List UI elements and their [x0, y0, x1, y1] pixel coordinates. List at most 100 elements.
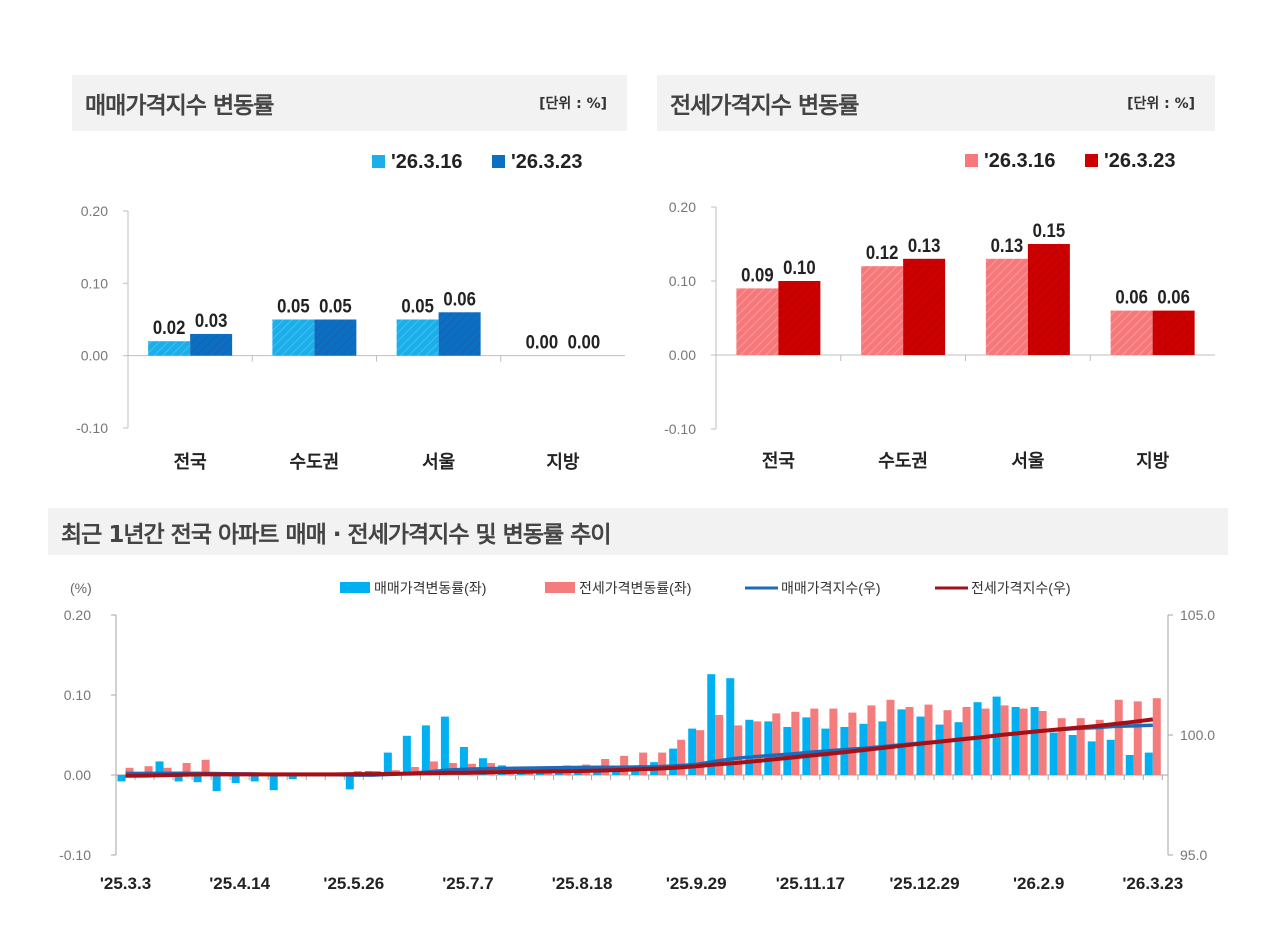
data-label: 0.02 [153, 317, 186, 338]
sale-change-bar [1106, 739, 1115, 775]
jeonse-chart-header: 전세가격지수 변동률 [단위 : %] [657, 75, 1215, 131]
x-tick-label: '25.7.7 [442, 874, 493, 893]
jeonse-change-bar [1076, 718, 1085, 775]
legend-label: '26.3.23 [1104, 150, 1175, 172]
legend-label: 매매가격변동률(좌) [374, 580, 486, 596]
trend-chart-header: 최근 1년간 전국 아파트 매매 · 전세가격지수 및 변동률 추이 [48, 508, 1228, 555]
data-label: 0.10 [783, 257, 816, 278]
data-label: 0.05 [277, 296, 310, 317]
sale-change-bar [231, 775, 240, 783]
data-label: 0.13 [908, 235, 941, 256]
sale-change-bar [1030, 707, 1039, 775]
category-label: 서울 [422, 452, 455, 472]
sale-change-bar [1011, 707, 1020, 775]
bar-previous [861, 266, 904, 355]
y-tick-label: 0.10 [81, 275, 108, 291]
jeonse-change-bar [1114, 699, 1123, 775]
jeonse-change-bar [753, 721, 762, 775]
jeonse-change-bar [848, 712, 857, 775]
jeonse-change-bar [1019, 708, 1028, 775]
sale-chart-title: 매매가격지수 변동률 [85, 93, 274, 119]
sale-change-bar [440, 716, 449, 775]
legend-label: 매매가격지수(우) [781, 580, 880, 596]
jeonse-change-bar [182, 763, 191, 775]
sale-change-bar [212, 775, 221, 791]
jeonse-change-bar [144, 766, 153, 775]
jeonse-change-bar [1152, 698, 1161, 775]
bar-current [438, 312, 481, 356]
x-tick-label: '26.3.23 [1122, 874, 1183, 893]
sale-change-bar [383, 752, 392, 775]
bar-previous [1110, 310, 1153, 355]
bar-previous [272, 319, 315, 356]
sale-change-bar [707, 674, 716, 775]
jeonse-change-bar [1095, 719, 1104, 775]
sale-change-bar [402, 735, 411, 775]
jeonse-change-bar [981, 708, 990, 775]
sale-change-bar [612, 771, 621, 775]
data-label: 0.09 [741, 264, 774, 285]
jeonse-change-bar [639, 752, 648, 775]
sale-change-bar [745, 719, 754, 775]
y-tick-label: 0.20 [669, 199, 696, 215]
jeonse-change-bar [429, 761, 438, 775]
bar-previous [148, 341, 191, 356]
sale-change-bar [288, 775, 297, 779]
left-y-tick-label: 0.20 [64, 607, 91, 623]
sale-chart-header: 매매가격지수 변동률 [단위 : %] [72, 75, 627, 131]
sale-change-bar [459, 747, 468, 775]
category-label: 지방 [1136, 451, 1170, 471]
sale-change-bar [897, 709, 906, 775]
jeonse-change-bar [163, 767, 172, 775]
jeonse-change-bar [867, 705, 876, 775]
sale-change-bar [117, 775, 126, 782]
left-y-tick-label: 0.00 [64, 767, 91, 783]
data-label: 0.06 [1115, 287, 1148, 308]
x-tick-label: '25.5.26 [323, 874, 384, 893]
jeonse-change-bar [1057, 718, 1066, 775]
jeonse-change-bar [791, 711, 800, 775]
y-tick-label: 0.10 [669, 273, 696, 289]
x-tick-label: '25.11.17 [776, 874, 845, 893]
sale-change-bar [1144, 752, 1153, 775]
legend-swatch [372, 155, 385, 168]
bar-previous [736, 288, 779, 355]
jeonse-change-bar [734, 725, 743, 775]
bar-current [190, 333, 233, 356]
data-label: 0.00 [526, 332, 559, 353]
legend-swatch [545, 582, 575, 593]
sale-change-bar [155, 761, 164, 775]
bar-previous [985, 258, 1028, 355]
sale-change-bar [764, 721, 773, 775]
data-label: 0.06 [443, 288, 476, 309]
legend-label: 전세가격지수(우) [971, 580, 1070, 596]
left-y-tick-label: -0.10 [59, 847, 91, 863]
jeonse-change-bar [886, 699, 895, 775]
x-tick-label: '25.3.3 [100, 874, 151, 893]
jeonse-change-bar [658, 752, 667, 775]
data-label: 0.00 [568, 332, 601, 353]
category-label: 수도권 [878, 451, 928, 471]
sale-change-bar [954, 722, 963, 775]
sale-change-bar [1125, 755, 1134, 775]
bar-current [778, 281, 821, 355]
jeonse-change-bar [905, 707, 914, 775]
jeonse-index-line [125, 717, 1154, 778]
category-label: 전국 [174, 452, 207, 472]
bar-current [903, 258, 946, 355]
category-label: 지방 [546, 452, 580, 472]
legend-swatch [340, 582, 370, 593]
jeonse-chart-unit: [단위 : %] [1127, 96, 1195, 112]
x-tick-label: '25.4.14 [209, 874, 270, 893]
sale-change-bar [1068, 735, 1077, 775]
jeonse-change-bar [829, 708, 838, 775]
data-label: 0.05 [319, 296, 352, 317]
jeonse-change-bar [1000, 705, 1009, 775]
jeonse-change-bar [125, 767, 134, 775]
y-tick-label: 0.00 [669, 347, 696, 363]
sale-change-bar [1087, 741, 1096, 775]
sale-change-bar [345, 775, 354, 790]
sale-chart-unit: [단위 : %] [539, 96, 607, 112]
legend-label: 전세가격변동률(좌) [579, 580, 691, 596]
sale-change-bar [421, 725, 430, 775]
